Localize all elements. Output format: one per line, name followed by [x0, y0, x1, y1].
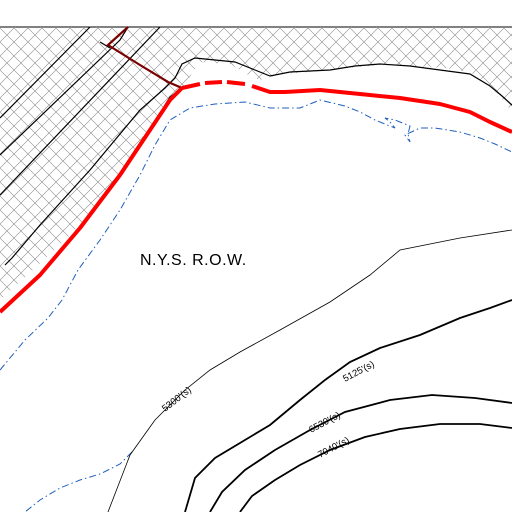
- contour-6530: [209, 394, 512, 512]
- lot-line-1: [0, 26, 91, 119]
- parcel-boundary-top: [181, 80, 512, 134]
- contour-5125: [184, 299, 512, 512]
- area-label: N.Y.S. R.O.W.: [140, 252, 247, 269]
- lot-line-3: [0, 26, 161, 196]
- lot-line-2: [0, 26, 129, 156]
- lot-line-4: [4, 57, 512, 266]
- lot-line-5: [99, 41, 111, 49]
- parcel-boundary-left: [0, 86, 184, 314]
- contour-7040: [239, 423, 512, 512]
- crosshatch-region: [0, 27, 512, 300]
- easement-line: [106, 26, 183, 90]
- shoreline-lower: [24, 451, 133, 512]
- shoreline: [0, 99, 512, 371]
- contour-5300: [107, 229, 512, 512]
